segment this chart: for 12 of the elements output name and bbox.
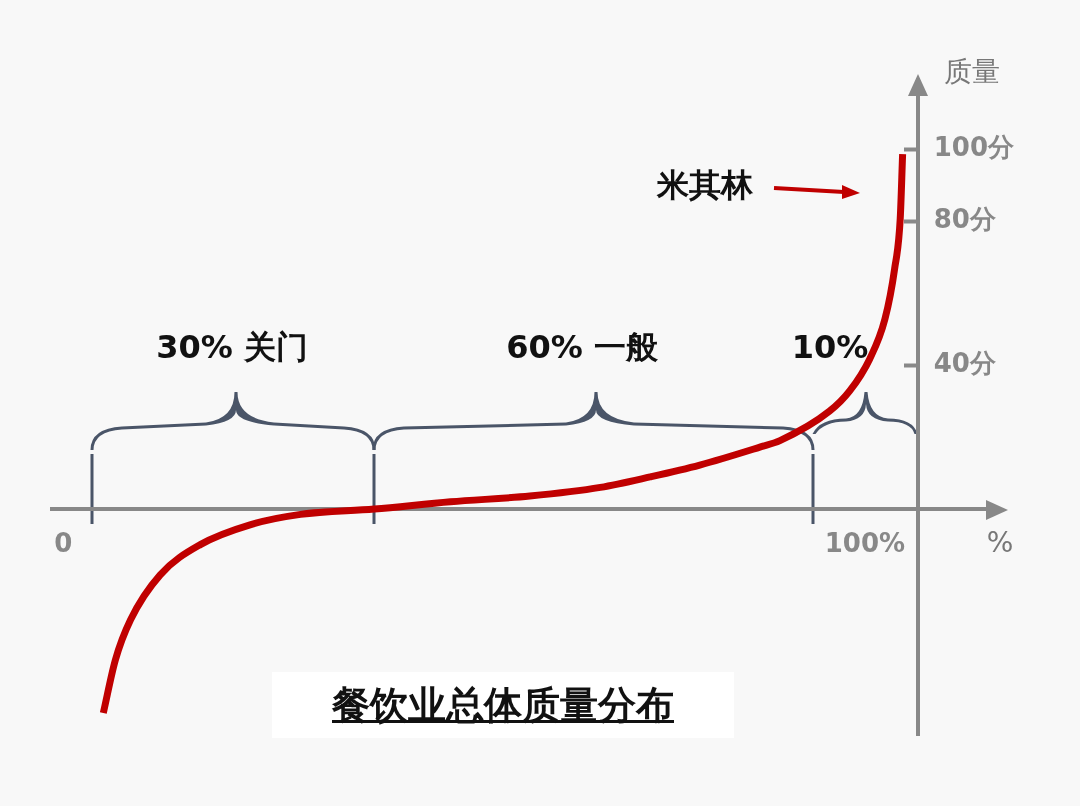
y-tick-label: 100分 bbox=[933, 131, 1016, 162]
y-axis-title: 质量 bbox=[943, 55, 1000, 89]
x-axis-title: % bbox=[986, 526, 1014, 560]
annotation: 60% 一般 bbox=[506, 328, 659, 367]
y-tick-label: 40分 bbox=[933, 347, 997, 378]
y-tick-label: 80分 bbox=[933, 203, 997, 234]
x-tick-label: 0 bbox=[54, 527, 73, 558]
x-tick-label: 100% bbox=[824, 527, 906, 558]
annotation: 10% bbox=[791, 328, 869, 367]
text: 餐饮业总体质量分布 bbox=[332, 681, 674, 729]
annotation: 米其林 bbox=[656, 166, 754, 205]
annotation: 30% 关门 bbox=[156, 328, 308, 367]
